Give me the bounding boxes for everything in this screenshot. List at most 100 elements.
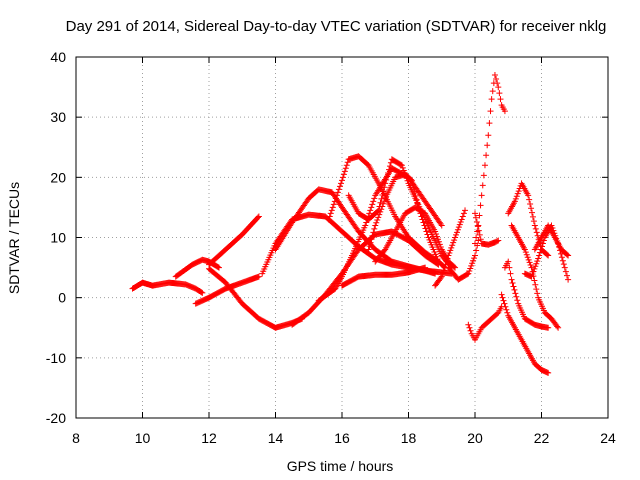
- data-point: [434, 236, 441, 243]
- data-point: [449, 242, 456, 249]
- data-point: [214, 263, 221, 270]
- data-point: [373, 219, 380, 226]
- data-point: [411, 188, 418, 195]
- data-point: [451, 263, 458, 270]
- data-point: [330, 201, 337, 208]
- data-point: [513, 293, 520, 300]
- data-point: [340, 171, 347, 178]
- series-track-c: [192, 273, 262, 307]
- data-point: [383, 176, 390, 183]
- data-point: [380, 200, 387, 207]
- data-point: [485, 132, 492, 139]
- data-point: [422, 264, 429, 271]
- data-point: [508, 276, 515, 283]
- data-point: [437, 274, 444, 281]
- data-point: [545, 369, 552, 376]
- data-point: [532, 281, 539, 288]
- data-point: [545, 252, 552, 259]
- series-track-o: [432, 207, 469, 289]
- data-point: [452, 264, 459, 271]
- data-point: [470, 257, 477, 264]
- data-point: [412, 192, 419, 199]
- x-tick-label: 18: [401, 430, 417, 446]
- data-point: [564, 251, 571, 258]
- data-point: [514, 297, 521, 304]
- data-point: [512, 195, 519, 202]
- data-point: [455, 224, 462, 231]
- data-point: [450, 239, 457, 246]
- data-point: [469, 260, 476, 267]
- data-point: [432, 228, 439, 235]
- x-axis-label: GPS time / hours: [287, 458, 394, 474]
- data-point: [385, 170, 392, 177]
- data-point: [493, 76, 500, 83]
- data-point: [500, 297, 507, 304]
- y-tick-label: 20: [50, 169, 66, 185]
- x-tick-label: 12: [201, 430, 217, 446]
- data-point: [521, 246, 528, 253]
- x-tick-label: 16: [334, 430, 350, 446]
- data-point: [528, 273, 535, 280]
- data-point: [507, 270, 514, 277]
- data-point: [366, 210, 373, 217]
- data-point: [465, 270, 472, 277]
- data-point: [522, 249, 529, 256]
- data-point: [443, 258, 450, 265]
- y-tick-label: -20: [46, 410, 66, 426]
- series-track-w: [508, 222, 562, 331]
- data-point: [473, 247, 480, 254]
- data-point: [334, 189, 341, 196]
- data-point: [421, 222, 428, 229]
- data-point: [535, 255, 542, 262]
- data-point: [381, 198, 388, 205]
- axes: 8 10 12 14 16 18 20 22 24 -20 -10 0 10 20 30 40: [46, 49, 616, 446]
- data-point: [501, 108, 508, 115]
- data-point: [475, 227, 482, 234]
- data-point: [536, 252, 543, 259]
- data-point: [486, 120, 493, 127]
- data-point: [565, 252, 572, 259]
- data-point: [472, 214, 479, 221]
- data-point: [370, 229, 377, 236]
- data-point: [325, 216, 332, 223]
- y-axis-label: SDTVAR / TECUs: [6, 182, 22, 294]
- data-point: [481, 162, 488, 169]
- data-point: [336, 183, 343, 190]
- data-point: [423, 228, 430, 235]
- data-point: [462, 207, 469, 214]
- data-point: [378, 206, 385, 213]
- data-point: [558, 254, 565, 261]
- data-point: [458, 216, 465, 223]
- series-track-k: [339, 264, 429, 289]
- data-point: [381, 247, 388, 254]
- data-point: [447, 247, 454, 254]
- series-track-n: [372, 204, 459, 271]
- data-point: [472, 240, 478, 247]
- data-point: [467, 265, 474, 272]
- data-marks: [129, 72, 572, 376]
- data-point: [533, 260, 540, 267]
- data-point: [371, 225, 378, 232]
- data-point: [413, 196, 420, 203]
- data-point: [332, 195, 339, 202]
- y-tick-label: -10: [46, 350, 66, 366]
- data-point: [533, 286, 540, 293]
- data-point: [534, 290, 541, 297]
- data-point: [514, 190, 521, 197]
- data-point: [472, 252, 478, 259]
- data-point: [454, 226, 461, 233]
- data-point: [422, 225, 429, 232]
- data-point: [476, 231, 483, 238]
- data-point: [198, 289, 205, 296]
- data-point: [511, 286, 518, 293]
- data-point: [442, 261, 449, 268]
- data-point: [409, 181, 416, 188]
- data-point: [420, 219, 427, 226]
- data-point: [343, 162, 350, 169]
- data-point: [255, 273, 262, 280]
- data-point: [499, 294, 506, 301]
- data-point: [504, 309, 511, 316]
- y-tick-label: 30: [50, 109, 66, 125]
- data-point: [465, 321, 472, 328]
- data-point: [529, 271, 536, 278]
